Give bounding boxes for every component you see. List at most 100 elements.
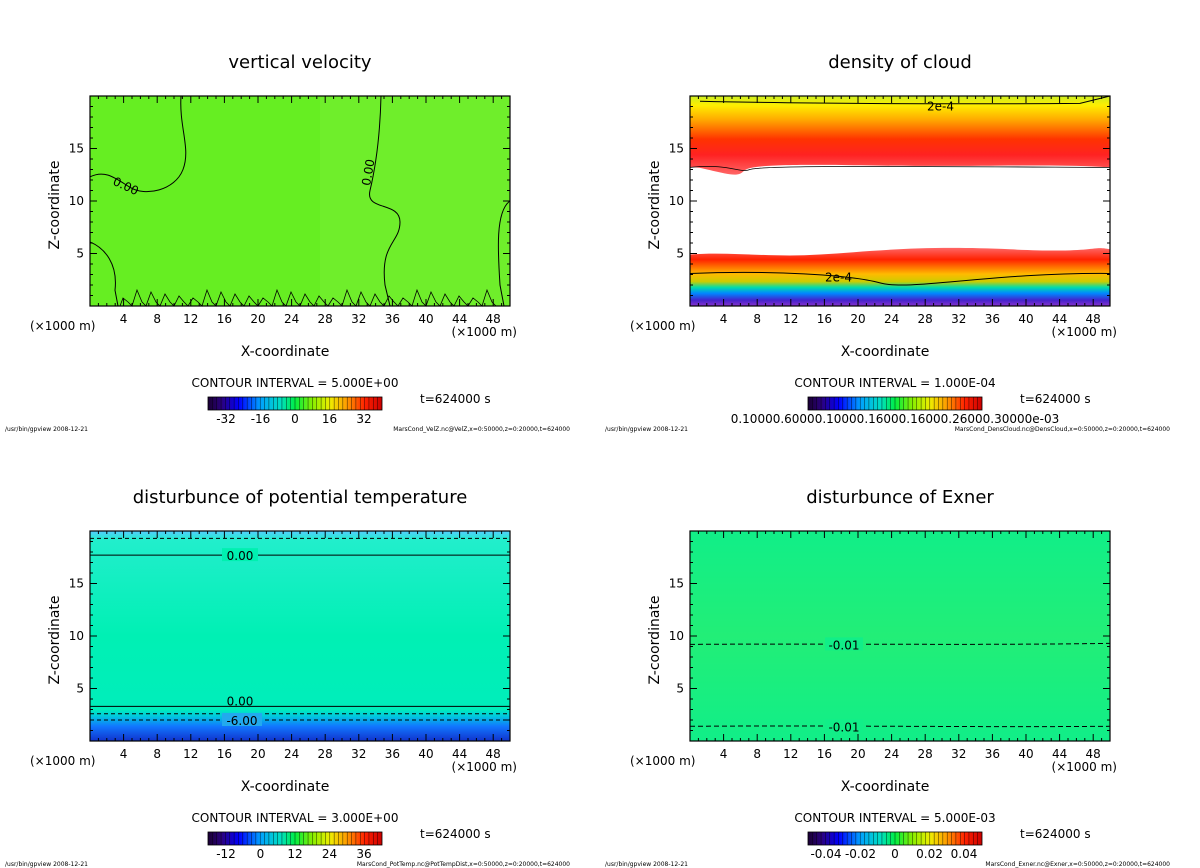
chart-title: disturbunce of Exner — [806, 487, 994, 508]
x-tick-label: 8 — [753, 312, 761, 326]
plot-area: -0.01 -0.01 — [689, 531, 1111, 741]
x-tick-label: 44 — [452, 312, 467, 326]
label-bg — [222, 548, 258, 562]
contour-line — [699, 95, 1111, 105]
panel-1: vertical velocity 0.00 0.00 4 8 12 16 20 24 28 32 3… — [5, 52, 570, 433]
x-tick-label: 16 — [217, 312, 232, 326]
y-axis-label: Z-coordinate — [647, 595, 663, 684]
x-unit-right: (×1000 m) — [1052, 325, 1117, 339]
plot-area: 0.00 0.00 -6.00 — [90, 531, 510, 741]
x-unit-right: (×1000 m) — [452, 325, 517, 339]
time-label: t=624000 s — [1020, 392, 1091, 406]
contour-line — [369, 95, 401, 307]
x-tick-label: 28 — [318, 312, 333, 326]
x-tick-label: 20 — [250, 747, 265, 761]
field-fill — [90, 531, 510, 741]
x-unit-left: (×1000 m) — [630, 754, 695, 768]
x-tick-label: 16 — [217, 747, 232, 761]
colorbar-tick-label: 36 — [356, 847, 371, 861]
y-tick-label: 10 — [69, 629, 84, 643]
contour-line — [119, 288, 497, 307]
contour-label: -0.01 — [828, 638, 859, 652]
colorbar-tick-label: -0.02 — [845, 847, 876, 861]
x-tick-label: 48 — [1086, 747, 1101, 761]
chart-title: vertical velocity — [228, 52, 372, 73]
plot-area: 0.00 0.00 — [89, 95, 511, 307]
contour-line — [689, 642, 1111, 645]
chart-title: density of cloud — [828, 52, 972, 73]
y-tick-label: 15 — [69, 142, 84, 156]
contour-label: -0.01 — [828, 720, 859, 734]
x-tick-label: 28 — [918, 747, 933, 761]
x-tick-label: 24 — [284, 312, 299, 326]
contour-interval: CONTOUR INTERVAL = 3.000E+00 — [192, 811, 399, 825]
x-tick-label: 32 — [951, 312, 966, 326]
contour-line — [689, 166, 1111, 171]
x-axis-label: X-coordinate — [241, 779, 330, 795]
x-tick-label: 16 — [817, 312, 832, 326]
contour-label: 0.00 — [359, 158, 377, 187]
contour-label: 0.00 — [227, 694, 254, 708]
x-unit-right: (×1000 m) — [1052, 760, 1117, 774]
x-tick-label: 12 — [183, 747, 198, 761]
x-tick-label: 44 — [452, 747, 467, 761]
footer-left: /usr/bin/gpview 2008-12-21 — [605, 426, 688, 433]
y-tick-label: 15 — [669, 142, 684, 156]
field-fill — [690, 531, 1110, 741]
x-unit-left: (×1000 m) — [30, 754, 95, 768]
time-label: t=624000 s — [420, 827, 491, 841]
y-tick-label: 10 — [669, 194, 684, 208]
cloud-lower — [690, 247, 1110, 306]
label-bg — [825, 719, 863, 733]
footer-right: MarsCond_PotTemp.nc@PotTempDist,x=0:5000… — [357, 861, 570, 868]
x-tick-label: 32 — [951, 747, 966, 761]
colorbar-tick-label: 16 — [322, 412, 337, 426]
field-shade — [320, 96, 510, 306]
colorbar-tick-label: -32 — [216, 412, 236, 426]
footer-right: MarsCond_VelZ.nc@VelZ,x=0:50000,z=0:2000… — [393, 426, 570, 433]
x-tick-label: 36 — [385, 312, 400, 326]
colorbar-tick-label: 0.10000.60000.10000.16000.16000.26000.30… — [731, 412, 1060, 426]
footer-left: /usr/bin/gpview 2008-12-21 — [5, 861, 88, 868]
x-tick-label: 40 — [418, 312, 433, 326]
x-tick-label: 20 — [250, 312, 265, 326]
x-tick-label: 4 — [720, 312, 728, 326]
x-tick-label: 24 — [284, 747, 299, 761]
contour-interval: CONTOUR INTERVAL = 5.000E-03 — [794, 811, 995, 825]
footer-left: /usr/bin/gpview 2008-12-21 — [605, 861, 688, 868]
contour-line — [89, 95, 187, 193]
colorbar-tick-label: -12 — [216, 847, 236, 861]
x-unit-left: (×1000 m) — [30, 319, 95, 333]
x-tick-label: 36 — [985, 747, 1000, 761]
x-tick-label: 12 — [183, 312, 198, 326]
x-tick-label: 12 — [783, 747, 798, 761]
x-tick-label: 36 — [985, 312, 1000, 326]
x-tick-label: 40 — [1018, 312, 1033, 326]
y-tick-label: 5 — [676, 247, 684, 261]
label-bg — [222, 713, 262, 726]
x-tick-label: 24 — [884, 312, 899, 326]
x-tick-label: 8 — [753, 747, 761, 761]
x-tick-label: 48 — [486, 312, 501, 326]
x-tick-label: 44 — [1052, 312, 1067, 326]
y-tick-label: 10 — [669, 629, 684, 643]
x-unit-right: (×1000 m) — [452, 760, 517, 774]
x-tick-label: 32 — [351, 312, 366, 326]
plot-area: 2e-4 2e-4 — [689, 95, 1111, 306]
panel-3: disturbunce of potential temperature 0.00… — [5, 487, 570, 868]
colorbar-tick-label: -16 — [251, 412, 271, 426]
x-tick-label: 8 — [153, 312, 161, 326]
y-axis-label: Z-coordinate — [647, 160, 663, 249]
x-tick-label: 4 — [120, 747, 128, 761]
x-tick-label: 48 — [1086, 312, 1101, 326]
y-tick-label: 5 — [676, 682, 684, 696]
colorbar-tick-label: 0 — [257, 847, 265, 861]
x-tick-label: 44 — [1052, 747, 1067, 761]
x-tick-label: 28 — [318, 747, 333, 761]
x-tick-label: 32 — [351, 747, 366, 761]
x-tick-label: 24 — [884, 747, 899, 761]
y-axis-label: Z-coordinate — [47, 595, 63, 684]
chart-title: disturbunce of potential temperature — [133, 487, 468, 508]
colorbar-tick-label: 0 — [291, 412, 299, 426]
